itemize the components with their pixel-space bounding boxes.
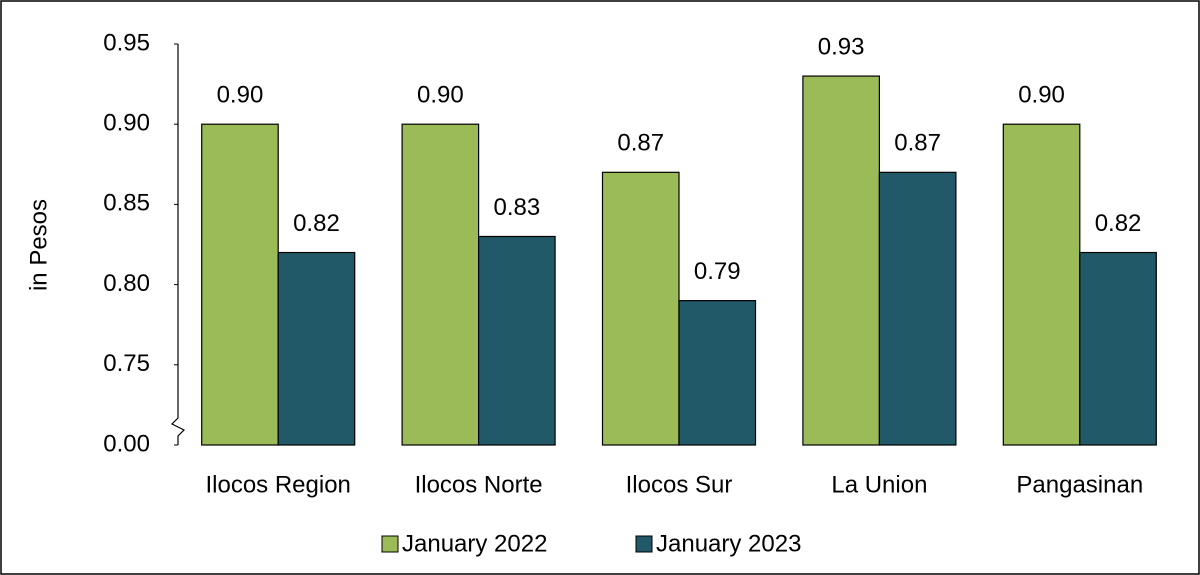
y-tick-label: 0.00 [103, 430, 150, 457]
bar [1079, 251, 1157, 446]
x-tick-label: La Union [831, 471, 927, 498]
bar [678, 300, 757, 446]
y-tick-label: 0.95 [103, 29, 150, 56]
bar [802, 75, 881, 446]
data-label: 0.90 [417, 82, 464, 109]
x-tick-label: Ilocos Sur [626, 471, 733, 498]
data-label: 0.83 [493, 194, 540, 221]
y-axis-label: in Pesos [25, 199, 52, 291]
legend-label: January 2022 [402, 530, 547, 557]
data-label: 0.90 [1018, 82, 1065, 109]
y-tick-label: 0.85 [103, 190, 150, 217]
data-label: 0.93 [818, 33, 865, 60]
legend-swatch [635, 535, 653, 553]
legend-swatch [381, 535, 399, 553]
y-tick-label: 0.80 [103, 270, 150, 297]
bar [201, 123, 279, 446]
x-tick-label: Pangasinan [1016, 471, 1143, 498]
bar [277, 251, 356, 446]
bar [878, 171, 957, 446]
data-label: 0.87 [617, 130, 664, 157]
bar [478, 235, 556, 446]
x-tick-label: Ilocos Norte [415, 471, 543, 498]
x-tick-label: Ilocos Region [205, 471, 350, 498]
data-label: 0.87 [894, 130, 941, 157]
data-label: 0.79 [694, 258, 741, 285]
bar [401, 123, 480, 446]
data-label: 0.90 [217, 82, 264, 109]
data-label: 0.82 [293, 210, 340, 237]
legend-label: January 2023 [656, 530, 801, 557]
y-tick-label: 0.90 [103, 110, 150, 137]
y-axis-line [170, 44, 186, 445]
data-label: 0.82 [1095, 210, 1142, 237]
y-tick-label: 0.75 [103, 350, 150, 377]
bar [1002, 123, 1081, 446]
bar [601, 171, 680, 446]
